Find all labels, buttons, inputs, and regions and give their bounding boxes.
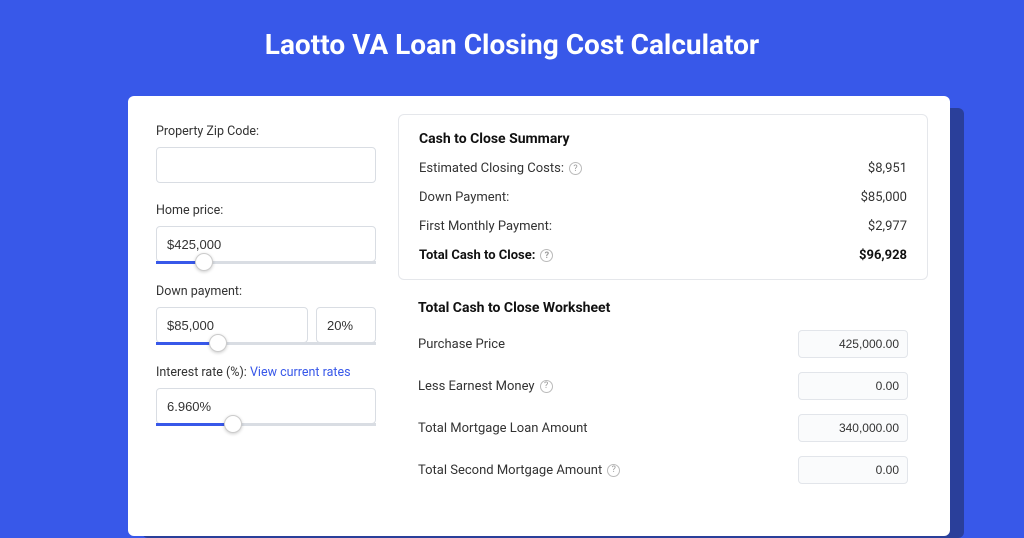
zip-field: Property Zip Code: (156, 124, 376, 183)
home-price-field: Home price: (156, 203, 376, 264)
summary-total-value: $96,928 (859, 248, 907, 263)
down-payment-slider[interactable] (156, 342, 376, 345)
summary-value: $2,977 (868, 219, 907, 234)
slider-thumb[interactable] (209, 334, 227, 352)
worksheet-input[interactable] (798, 330, 908, 358)
home-price-slider[interactable] (156, 261, 376, 264)
down-payment-label: Down payment: (156, 284, 376, 299)
summary-box: Cash to Close Summary Estimated Closing … (398, 114, 928, 280)
summary-label: Down Payment: (419, 190, 509, 205)
help-icon[interactable]: ? (540, 249, 553, 262)
worksheet-input[interactable] (798, 372, 908, 400)
page-title: Laotto VA Loan Closing Cost Calculator (0, 0, 1024, 85)
results-column: Cash to Close Summary Estimated Closing … (398, 96, 950, 536)
summary-total-row: Total Cash to Close: ? $96,928 (419, 248, 907, 263)
worksheet-row: Purchase Price (418, 330, 908, 358)
help-icon[interactable]: ? (540, 380, 553, 393)
interest-rate-slider[interactable] (156, 423, 376, 426)
summary-label: First Monthly Payment: (419, 219, 552, 234)
worksheet-row: Total Second Mortgage Amount ? (418, 456, 908, 484)
worksheet-label: Total Mortgage Loan Amount (418, 421, 588, 436)
summary-value: $85,000 (861, 190, 907, 205)
zip-label: Property Zip Code: (156, 124, 376, 139)
worksheet-row: Total Mortgage Loan Amount (418, 414, 908, 442)
summary-value: $8,951 (868, 161, 907, 176)
worksheet-row: Less Earnest Money ? (418, 372, 908, 400)
summary-row: First Monthly Payment: $2,977 (419, 219, 907, 234)
down-payment-amount-input[interactable] (156, 307, 308, 343)
worksheet-input[interactable] (798, 456, 908, 484)
home-price-label: Home price: (156, 203, 376, 218)
worksheet-input[interactable] (798, 414, 908, 442)
down-payment-percent-input[interactable] (316, 307, 376, 343)
interest-rate-input[interactable] (156, 388, 376, 424)
summary-row: Down Payment: $85,000 (419, 190, 907, 205)
worksheet-label: Less Earnest Money (418, 379, 535, 394)
slider-fill (156, 423, 233, 426)
inputs-column: Property Zip Code: Home price: Down paym… (128, 96, 398, 536)
worksheet-label: Purchase Price (418, 337, 505, 352)
help-icon[interactable]: ? (569, 162, 582, 175)
slider-thumb[interactable] (224, 415, 242, 433)
summary-label: Estimated Closing Costs: (419, 161, 564, 176)
zip-input[interactable] (156, 147, 376, 183)
interest-rate-label: Interest rate (%): View current rates (156, 365, 376, 380)
down-payment-field: Down payment: (156, 284, 376, 345)
interest-rate-field: Interest rate (%): View current rates (156, 365, 376, 426)
calculator-card: Property Zip Code: Home price: Down paym… (128, 96, 950, 536)
summary-title: Cash to Close Summary (419, 131, 907, 147)
help-icon[interactable]: ? (607, 464, 620, 477)
worksheet-box: Total Cash to Close Worksheet Purchase P… (398, 296, 928, 484)
interest-rate-label-text: Interest rate (%): (156, 365, 247, 380)
slider-thumb[interactable] (195, 253, 213, 271)
view-rates-link[interactable]: View current rates (250, 365, 351, 380)
summary-total-label: Total Cash to Close: (419, 248, 535, 263)
worksheet-title: Total Cash to Close Worksheet (418, 300, 908, 316)
home-price-input[interactable] (156, 226, 376, 262)
summary-row: Estimated Closing Costs: ? $8,951 (419, 161, 907, 176)
worksheet-label: Total Second Mortgage Amount (418, 463, 602, 478)
